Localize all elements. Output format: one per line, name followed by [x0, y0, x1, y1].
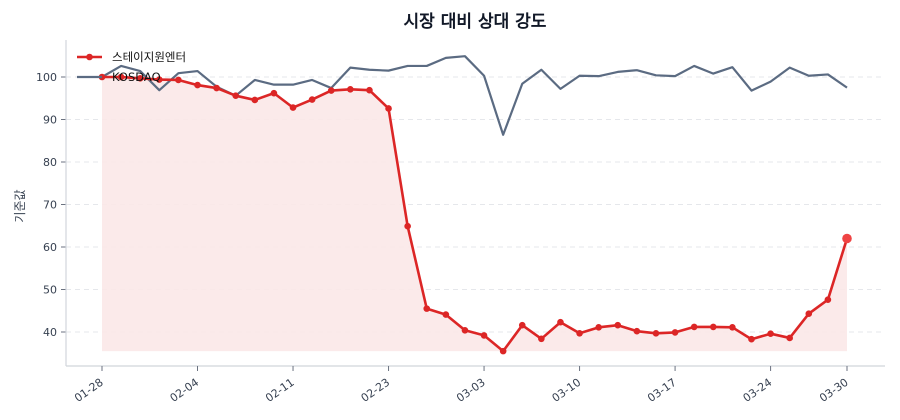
legend: 스테이지원엔터 KOSDAQ	[77, 50, 186, 84]
data-point-marker	[270, 89, 278, 97]
data-point-marker	[289, 104, 297, 111]
x-tick-label: 03-30	[817, 376, 851, 405]
data-point-marker	[557, 318, 564, 326]
data-point-marker	[385, 105, 392, 112]
data-point-marker	[748, 335, 755, 343]
data-point-marker	[117, 73, 125, 81]
y-tick-label: 100	[36, 71, 57, 84]
data-point-marker	[213, 84, 220, 92]
stock-area-fill	[102, 77, 847, 352]
data-point-marker	[518, 321, 526, 329]
stock-line	[102, 75, 849, 353]
data-point-marker	[652, 329, 660, 337]
legend-label: 스테이지원엔터	[112, 50, 186, 64]
data-point-marker	[404, 222, 411, 230]
data-point-marker	[347, 86, 354, 93]
data-point-marker	[442, 311, 450, 318]
x-tick-label: 02-23	[359, 376, 393, 405]
data-point-marker	[136, 74, 144, 82]
latest-point-marker	[842, 233, 852, 244]
data-point-marker	[194, 81, 201, 89]
x-tick-label: 02-04	[168, 376, 202, 405]
x-tick-label: 03-24	[741, 376, 775, 405]
data-point-marker	[175, 76, 182, 84]
data-point-marker	[461, 327, 469, 334]
data-point-marker	[232, 92, 240, 99]
data-point-marker	[308, 96, 316, 103]
data-point-marker	[709, 323, 717, 331]
data-point-marker	[671, 329, 679, 336]
y-tick-label: 60	[43, 241, 57, 254]
data-point-marker	[595, 324, 602, 331]
data-point-marker	[538, 335, 545, 343]
data-point-marker	[156, 76, 163, 83]
y-tick-label: 70	[43, 199, 57, 212]
data-point-marker	[251, 96, 259, 104]
data-point-marker	[366, 86, 373, 94]
data-point-marker	[576, 329, 583, 337]
data-series	[98, 55, 852, 355]
data-point-marker	[729, 324, 736, 331]
data-point-marker	[423, 305, 431, 312]
data-point-marker	[767, 330, 774, 338]
legend-marker	[86, 53, 93, 61]
y-tick-label: 50	[43, 284, 57, 297]
y-tick-label: 80	[43, 156, 57, 169]
area-fill	[102, 77, 847, 352]
x-tick-label: 03-03	[454, 376, 488, 405]
data-point-marker	[633, 327, 641, 335]
x-tick-label: 01-28	[72, 376, 106, 405]
data-point-marker	[824, 296, 832, 304]
data-point-marker	[786, 334, 793, 342]
y-tick-label: 40	[43, 326, 57, 339]
x-tick-label: 03-10	[550, 376, 584, 405]
y-tick-label: 90	[43, 114, 57, 127]
data-point-marker	[499, 347, 507, 355]
data-point-marker	[690, 323, 698, 331]
x-tick-label: 02-11	[263, 376, 297, 405]
legend-label: KOSDAQ	[112, 70, 161, 84]
data-point-marker	[327, 87, 335, 94]
y-axis-label: 기준값	[13, 189, 27, 222]
data-point-marker	[805, 310, 813, 318]
x-tick-label: 03-17	[645, 376, 679, 405]
data-point-marker	[614, 321, 622, 329]
data-point-marker	[480, 332, 488, 339]
chart-title: 시장 대비 상대 강도	[404, 12, 547, 32]
